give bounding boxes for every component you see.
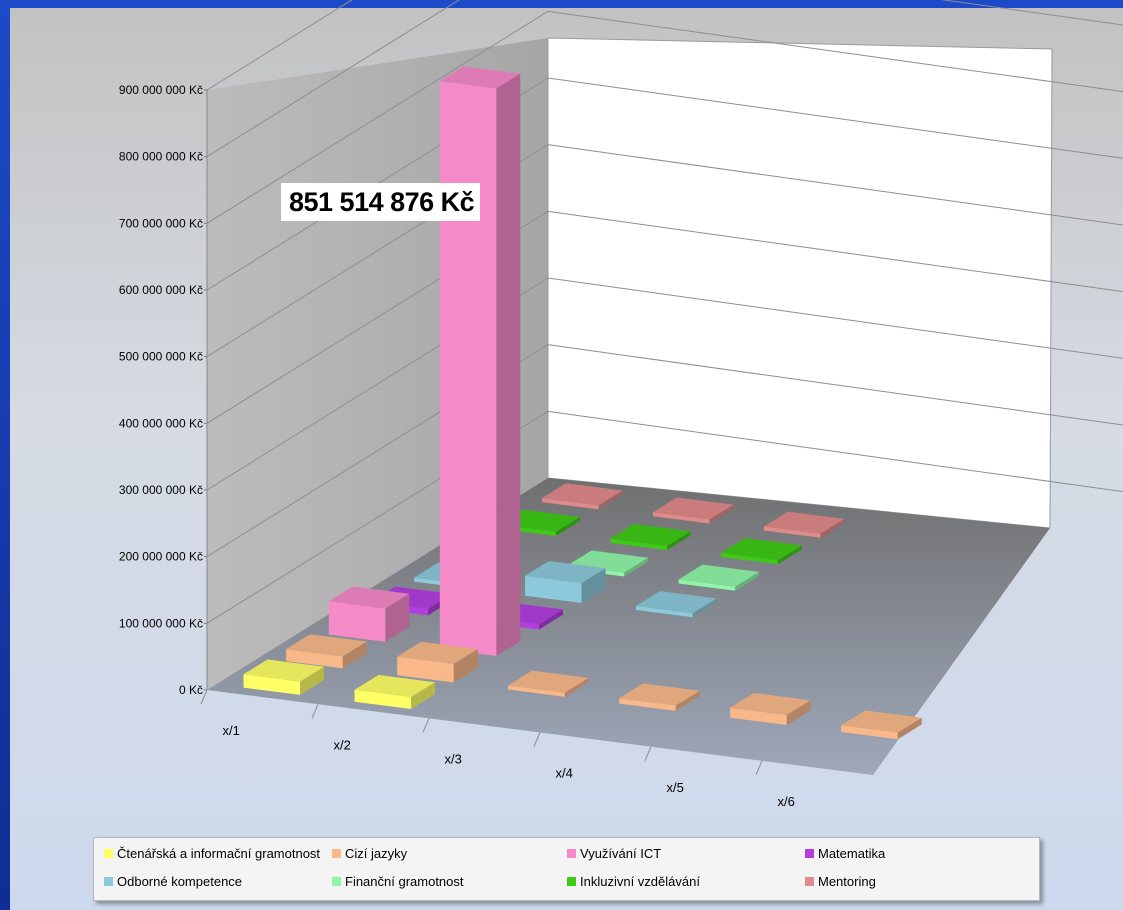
legend-swatch [104, 849, 113, 858]
bar-cizí-jazyky-x/3 [508, 670, 589, 697]
legend-label: Mentoring [818, 874, 876, 889]
y-tick-label: 200 000 000 Kč [119, 550, 203, 564]
legend-swatch [104, 877, 113, 886]
bar-cizí-jazyky-x/2 [397, 641, 478, 683]
bar-čtenářská-a-informační-gramotnost-x/1 [243, 659, 325, 695]
bar-mentoring-x/2 [652, 497, 734, 524]
gridline [940, 0, 1123, 26]
bar-odborné-kompetence-x/3 [636, 591, 717, 618]
bar-cizí-jazyky-x/6 [841, 710, 922, 740]
x-tick-mark [644, 746, 652, 761]
legend-item: Mentoring [805, 874, 876, 889]
bar-cizí-jazyky-x/4 [619, 683, 700, 711]
legend-swatch [332, 877, 341, 886]
legend-item: Čtenářská a informační gramotnost [104, 846, 320, 861]
x-tick-label: x/4 [556, 766, 573, 781]
legend-swatch [805, 849, 814, 858]
x-tick-label: x/2 [334, 737, 351, 752]
y-tick-label: 0 Kč [179, 683, 203, 697]
legend-item: Využívání ICT [567, 846, 661, 861]
bar-využívání-ict-x/1 [328, 586, 410, 642]
bar-cizí-jazyky-x/1 [286, 634, 367, 669]
legend-swatch [567, 849, 576, 858]
x-tick-mark [755, 760, 763, 776]
y-tick-label: 100 000 000 Kč [119, 616, 203, 630]
y-tick-label: 300 000 000 Kč [119, 483, 203, 497]
legend-label: Cizí jazyky [345, 846, 408, 861]
x-tick-label: x/3 [445, 751, 462, 766]
legend-item: Finanční gramotnost [332, 874, 464, 889]
gridline [206, 0, 460, 158]
gridline [206, 10, 549, 224]
bar-odborné-kompetence-x/2 [525, 560, 606, 604]
bar-finanční-gramotnost-x/3 [678, 564, 760, 591]
gridline [547, 144, 1123, 226]
legend-label: Využívání ICT [580, 846, 662, 861]
gridline [547, 77, 1123, 159]
legend-swatch [332, 849, 341, 858]
bar-mentoring-x/3 [763, 511, 845, 538]
legend-item: Inkluzivní vzdělávání [567, 874, 700, 889]
legend-label: Čtenářská a informační gramotnost [117, 846, 321, 861]
bar-mentoring-x/1 [541, 483, 623, 510]
y-tick-label: 800 000 000 Kč [119, 150, 203, 164]
y-tick-label: 900 000 000 Kč [119, 83, 203, 97]
bar-cizí-jazyky-x/5 [730, 692, 811, 726]
y-tick-label: 700 000 000 Kč [119, 216, 203, 230]
gridline [206, 0, 353, 91]
legend-label: Matematika [818, 846, 886, 861]
x-tick-label: x/5 [667, 780, 684, 795]
y-tick-label: 500 000 000 Kč [119, 350, 203, 364]
legend-swatch [805, 877, 814, 886]
legend-item: Matematika [805, 846, 885, 861]
x-tick-mark [311, 703, 319, 719]
legend-item: Odborné kompetence [104, 874, 242, 889]
legend-label: Inkluzivní vzdělávání [580, 874, 700, 889]
gridline [547, 277, 1123, 359]
x-tick-label: x/6 [778, 794, 795, 809]
bar-využívání-ict-x/2 [439, 66, 521, 657]
legend-swatch [567, 877, 576, 886]
gridline [547, 344, 1123, 426]
bar-inkluzivní-vzdělávání-x/2 [610, 523, 691, 551]
gridline [547, 10, 1123, 93]
y-tick-label: 400 000 000 Kč [119, 416, 203, 430]
gridline [547, 410, 1123, 493]
back-wall [547, 37, 1053, 529]
data-label-max: 851 514 876 Kč [281, 183, 481, 221]
legend-label: Finanční gramotnost [345, 874, 464, 889]
legend-item: Cizí jazyky [332, 846, 407, 861]
bar-inkluzivní-vzdělávání-x/3 [721, 538, 802, 565]
bar-čtenářská-a-informační-gramotnost-x/2 [354, 674, 436, 710]
legend: Čtenářská a informační gramotnost Cizí ja… [93, 837, 1040, 901]
x-tick-mark [533, 732, 541, 747]
x-tick-mark [422, 718, 430, 733]
gridline [547, 210, 1123, 293]
legend-label: Odborné kompetence [117, 874, 243, 889]
y-tick-label: 600 000 000 Kč [119, 283, 203, 297]
x-tick-label: x/1 [223, 723, 240, 738]
x-tick-mark [200, 689, 208, 705]
